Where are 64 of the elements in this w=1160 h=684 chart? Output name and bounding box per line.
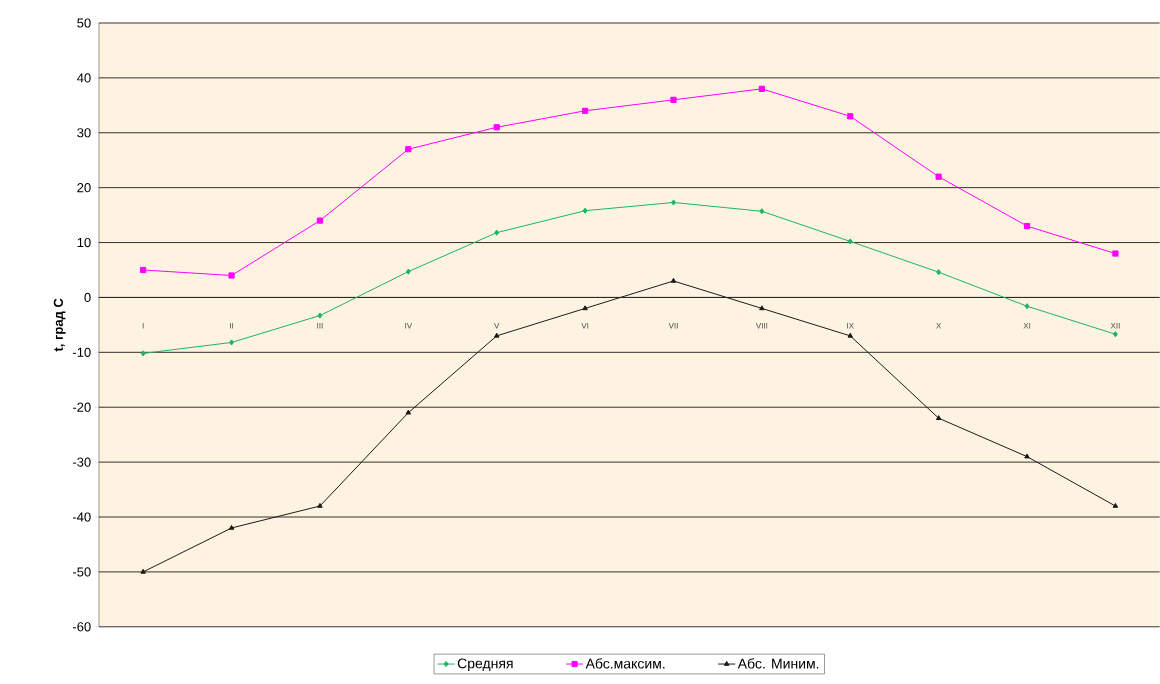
point — [228, 272, 235, 279]
point — [671, 199, 676, 206]
point — [758, 85, 765, 93]
point — [582, 107, 589, 115]
point — [1112, 503, 1119, 508]
x-tick-label: IX — [847, 323, 854, 329]
y-tick-label: 40 — [77, 73, 91, 83]
point — [935, 173, 942, 180]
point — [759, 305, 765, 311]
point — [493, 332, 500, 338]
legend-label: Абс.максим. — [585, 658, 665, 669]
y-tick-label: -30 — [72, 457, 91, 467]
x-tick-label: XII — [1110, 323, 1120, 329]
x-tick-label: VII — [668, 323, 678, 329]
point — [847, 238, 853, 245]
y-tick-label: -10 — [72, 347, 91, 358]
point — [847, 113, 854, 120]
y-tick-label: -60 — [72, 622, 91, 632]
point — [582, 305, 588, 311]
x-tick-label: VI — [581, 323, 589, 329]
point — [1023, 223, 1031, 230]
y-tick-label: 10 — [77, 238, 91, 248]
y-tick-label: -50 — [72, 567, 91, 577]
x-tick-label: VIII — [755, 323, 768, 329]
point — [229, 339, 234, 346]
point — [847, 332, 854, 338]
x-tick-label: I — [142, 323, 144, 329]
legend-label: Абс. Миним. — [737, 658, 819, 669]
x-tick-label: XI — [1023, 323, 1031, 329]
point — [140, 568, 146, 574]
y-tick-label: 0 — [84, 292, 91, 303]
point — [759, 208, 765, 215]
point — [317, 503, 323, 508]
point — [140, 267, 147, 274]
point — [936, 269, 942, 276]
point — [670, 96, 677, 104]
x-tick-label: V — [494, 323, 500, 329]
point — [494, 229, 500, 236]
y-tick-label: 30 — [77, 128, 91, 138]
legend-label: Средняя — [457, 658, 513, 672]
point — [670, 277, 677, 283]
x-tick-label: II — [230, 323, 234, 329]
y-axis-title: t, град С — [53, 298, 66, 352]
point — [1024, 453, 1030, 459]
y-tick-label: 20 — [77, 183, 91, 193]
point — [493, 124, 500, 131]
point — [140, 350, 146, 357]
x-tick-label: IV — [405, 323, 413, 329]
point — [935, 415, 942, 421]
x-tick-label: X — [936, 323, 942, 329]
point — [582, 207, 588, 214]
point — [1024, 303, 1030, 310]
x-tick-label: III — [317, 323, 323, 329]
point — [228, 524, 235, 530]
point — [405, 268, 411, 275]
y-tick-label: 50 — [77, 18, 91, 28]
point — [405, 409, 412, 415]
point — [405, 146, 412, 153]
point — [317, 312, 323, 319]
point — [1112, 250, 1119, 257]
y-tick-label: -20 — [72, 402, 91, 412]
y-tick-label: -40 — [72, 512, 91, 522]
point — [1112, 331, 1118, 338]
point — [316, 217, 324, 224]
